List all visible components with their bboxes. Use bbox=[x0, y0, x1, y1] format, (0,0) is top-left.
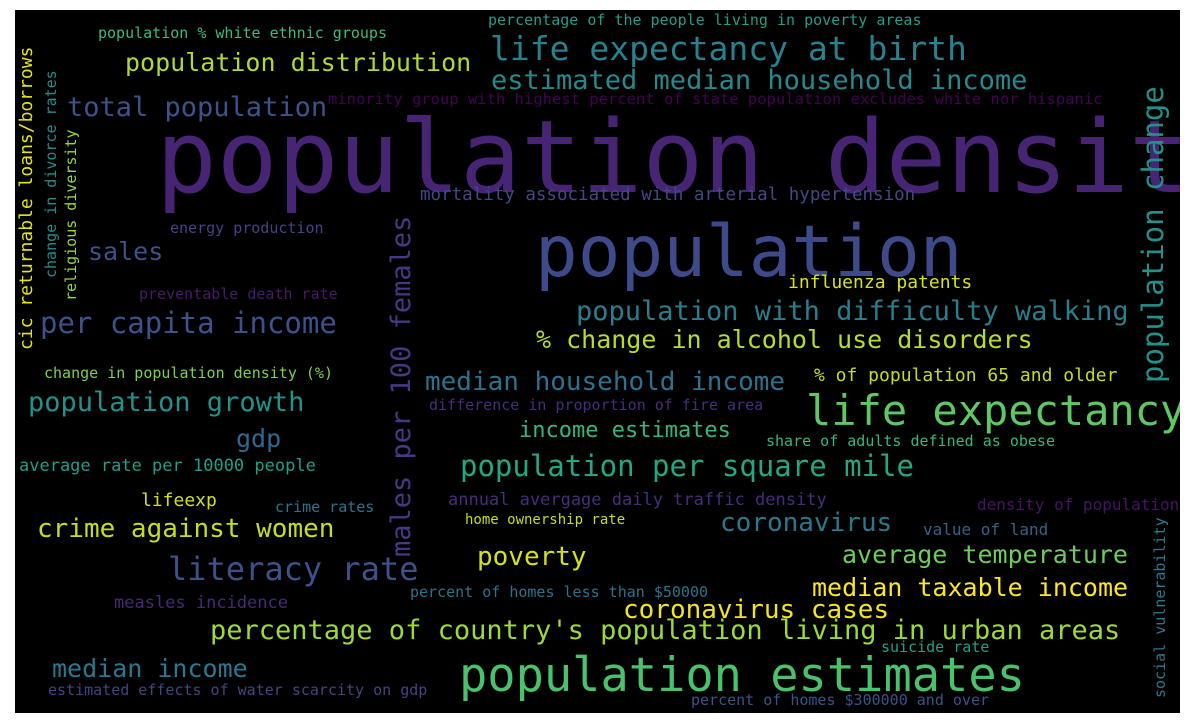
word-estimated-median-household-income: estimated median household income bbox=[491, 65, 1028, 96]
word-median-taxable-income: median taxable income bbox=[812, 573, 1129, 602]
word-percent-homes-300000: percent of homes $300000 and over bbox=[691, 691, 990, 709]
word-water-scarcity-gdp: estimated effects of water scarcity on g… bbox=[48, 681, 428, 699]
word-population-change: population change bbox=[1136, 86, 1170, 383]
word-population-growth: population growth bbox=[28, 387, 305, 418]
word-average-temperature: average temperature bbox=[842, 540, 1128, 569]
word-income-estimates: income estimates bbox=[519, 418, 731, 443]
word-measles-incidence: measles incidence bbox=[114, 593, 288, 613]
word-lifeexp: lifeexp bbox=[141, 490, 217, 511]
word-poverty-areas: percentage of the people living in pover… bbox=[488, 11, 922, 29]
word-influenza-patents: influenza patents bbox=[788, 272, 973, 293]
word-gdp: gdp bbox=[236, 424, 282, 453]
word-home-ownership-rate: home ownership rate bbox=[465, 512, 626, 528]
word-literacy-rate: literacy rate bbox=[168, 550, 419, 588]
word-per-capita-income: per capita income bbox=[40, 306, 337, 340]
word-crime-rates: crime rates bbox=[275, 498, 375, 516]
word-energy-production: energy production bbox=[170, 219, 324, 237]
word-median-household-income: median household income bbox=[425, 367, 786, 397]
word-cloud: population density population population… bbox=[15, 10, 1180, 713]
word-preventable-death-rate: preventable death rate bbox=[139, 285, 338, 303]
word-males-per-100-females: males per 100 females bbox=[386, 215, 417, 557]
word-population-estimates: population estimates bbox=[459, 648, 1025, 703]
word-social-vulnerability: social vulnerability bbox=[1151, 517, 1169, 698]
word-population-density: population density bbox=[156, 98, 1180, 216]
word-percent-homes-less-50000: percent of homes less than $50000 bbox=[410, 583, 709, 601]
word-change-population-density: change in population density (%) bbox=[44, 364, 333, 382]
word-traffic-density: annual avergage daily traffic density bbox=[448, 490, 827, 510]
word-urban-areas: percentage of country's population livin… bbox=[210, 615, 1121, 646]
word-population-per-square-mile: population per square mile bbox=[460, 449, 914, 483]
word-median-income: median income bbox=[52, 654, 248, 683]
word-adults-obese: share of adults defined as obese bbox=[766, 432, 1055, 450]
word-minority-group: minority group with highest percent of s… bbox=[328, 90, 1103, 108]
word-sales: sales bbox=[88, 237, 164, 266]
word-coronavirus-cases: coronavirus cases bbox=[623, 595, 890, 625]
word-population-white-ethnic-groups: population % white ethnic groups bbox=[98, 24, 387, 42]
word-religious-diversity: religious diversity bbox=[62, 129, 80, 301]
word-population-distribution: population distribution bbox=[125, 48, 472, 77]
word-coronavirus: coronavirus bbox=[720, 508, 893, 538]
word-cic-returnable-loans: cic returnable loans/borrows bbox=[16, 46, 37, 350]
word-difficulty-walking: population with difficulty walking bbox=[576, 296, 1129, 327]
word-suicide-rate: suicide rate bbox=[881, 638, 990, 656]
word-total-population: total population bbox=[67, 92, 328, 123]
word-life-expectancy: life expectancy bbox=[806, 386, 1180, 435]
word-fire-area: difference in proportion of fire area bbox=[429, 396, 764, 414]
word-density-of-population: density of population bbox=[977, 495, 1180, 514]
word-average-rate-per-10000: average rate per 10000 people bbox=[19, 456, 316, 476]
word-value-of-land: value of land bbox=[923, 520, 1049, 539]
word-population-65-older: % of population 65 and older bbox=[814, 365, 1118, 386]
word-alcohol-use-disorders: % change in alcohol use disorders bbox=[536, 325, 1033, 354]
word-mortality-hypertension: mortality associated with arterial hyper… bbox=[420, 185, 916, 205]
word-crime-against-women: crime against women bbox=[37, 514, 335, 544]
word-population: population bbox=[535, 210, 963, 293]
word-change-in-divorce-rates: change in divorce rates bbox=[42, 70, 60, 278]
word-poverty: poverty bbox=[477, 542, 587, 572]
word-life-expectancy-at-birth: life expectancy at birth bbox=[490, 29, 967, 68]
